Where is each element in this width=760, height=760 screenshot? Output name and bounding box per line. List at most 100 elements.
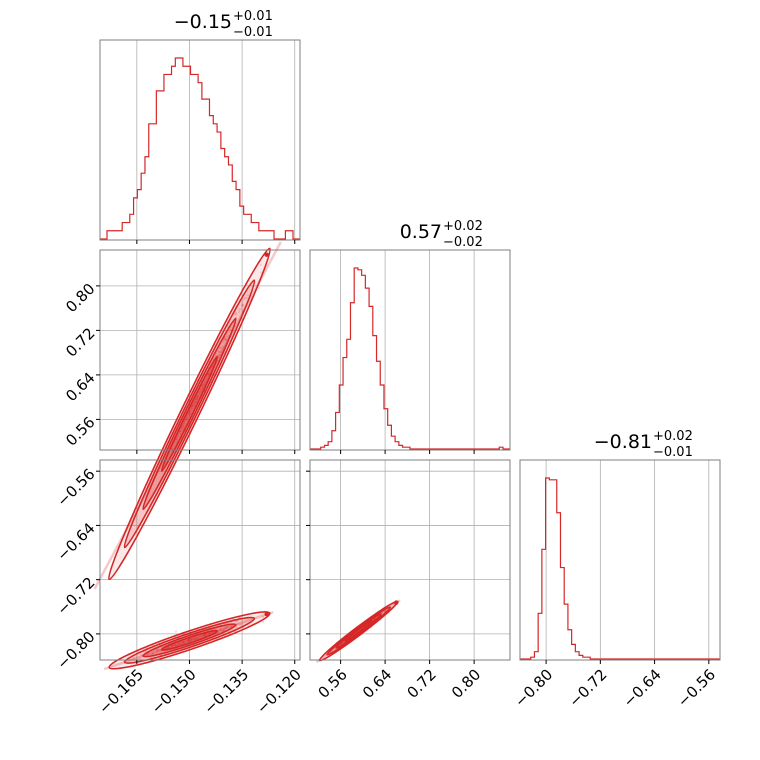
scatter-point-02 xyxy=(224,626,227,629)
scatter-point-01 xyxy=(219,347,222,350)
scatter-point-01 xyxy=(202,384,205,387)
scatter-point-02 xyxy=(177,641,180,645)
panel-title-1: 0.57 xyxy=(400,221,442,243)
y-tick-label-1-3: 0.80 xyxy=(62,280,98,316)
scatter-point-01 xyxy=(196,397,199,401)
scatter-point-01 xyxy=(217,356,220,359)
scatter-point-02 xyxy=(219,626,222,630)
scatter-point-02 xyxy=(174,630,178,633)
scatter-point-02 xyxy=(183,641,186,644)
scatter-point-01 xyxy=(197,390,201,394)
scatter-point-02 xyxy=(262,615,265,618)
scatter-point-01 xyxy=(196,395,200,398)
peak-point-01 xyxy=(264,252,269,257)
scatter-point-01 xyxy=(179,430,182,433)
frame-layer xyxy=(99,39,721,661)
x-tick-label-0-2: −0.135 xyxy=(200,666,252,718)
density-contour-01-0 xyxy=(107,247,271,581)
scatter-point-01 xyxy=(207,373,210,376)
scatter-point-01 xyxy=(196,394,199,397)
density-contour-12-3 xyxy=(344,619,374,643)
scatter-point-01 xyxy=(243,296,247,299)
scatter-point-01 xyxy=(201,384,204,387)
scatter-point-02 xyxy=(191,638,194,641)
y-tick-label-1-1: 0.64 xyxy=(62,369,98,405)
scatter-point-01 xyxy=(202,383,205,386)
panel-frame-00 xyxy=(99,39,301,241)
x-tick-label-2-3: −0.56 xyxy=(674,666,719,711)
scatter-point-02 xyxy=(227,622,230,625)
y-tick-label-2-2: −0.64 xyxy=(53,519,98,564)
scatter-point-01 xyxy=(221,345,225,349)
density-contour-01-1 xyxy=(123,279,256,549)
x-tick-label-0-3: −0.120 xyxy=(253,666,305,718)
scatter-point-01 xyxy=(242,298,246,301)
scatter-point-02 xyxy=(196,636,199,639)
scatter-point-12 xyxy=(332,648,335,651)
histogram-param-1 xyxy=(310,267,510,450)
scatter-point-01 xyxy=(225,338,228,342)
scatter-point-02 xyxy=(192,637,195,640)
scatter-point-01 xyxy=(195,394,199,397)
scatter-point-02 xyxy=(187,639,190,642)
trail-01 xyxy=(93,241,282,590)
scatter-point-01 xyxy=(191,407,194,410)
density-contour-02-2 xyxy=(142,623,237,658)
scatter-point-02 xyxy=(183,640,187,643)
scatter-point-02 xyxy=(193,638,196,641)
scatter-point-01 xyxy=(195,396,198,400)
scatter-point-02 xyxy=(191,638,194,641)
data-layer xyxy=(93,57,720,671)
scatter-point-01 xyxy=(259,263,262,266)
scatter-point-01 xyxy=(179,430,183,433)
scatter-point-01 xyxy=(207,373,210,376)
peak-point-02 xyxy=(264,612,269,617)
x-tick-label-2-2: −0.64 xyxy=(620,666,665,711)
scatter-point-01 xyxy=(221,348,224,351)
scatter-point-01 xyxy=(245,297,248,300)
scatter-point-01 xyxy=(181,426,184,429)
x-tick-label-0-0: −0.165 xyxy=(95,666,147,718)
scatter-point-01 xyxy=(185,417,188,421)
scatter-point-02 xyxy=(194,638,198,641)
scatter-point-02 xyxy=(219,628,222,632)
scatter-point-02 xyxy=(189,638,192,641)
scatter-point-01 xyxy=(194,398,197,401)
scatter-point-01 xyxy=(187,413,190,416)
panel-frame-22 xyxy=(519,459,721,661)
scatter-point-01 xyxy=(192,400,196,404)
scatter-point-02 xyxy=(157,650,160,653)
scatter-point-02 xyxy=(261,621,265,624)
scatter-point-01 xyxy=(229,328,233,332)
histogram-param-2 xyxy=(520,477,720,660)
scatter-point-02 xyxy=(188,638,191,641)
scatter-point-02 xyxy=(182,641,185,644)
scatter-point-01 xyxy=(186,417,189,420)
y-tick-label-1-2: 0.72 xyxy=(62,324,98,360)
scatter-point-01 xyxy=(201,387,204,390)
scatter-point-02 xyxy=(221,629,224,632)
trail-12 xyxy=(315,599,401,664)
x-tick-label-1-1: 0.64 xyxy=(359,666,395,702)
scatter-point-02 xyxy=(187,639,190,642)
scatter-point-02 xyxy=(181,640,184,643)
scatter-point-02 xyxy=(186,640,189,643)
scatter-point-01 xyxy=(217,354,220,357)
scatter-point-01 xyxy=(235,313,238,316)
scatter-point-02 xyxy=(217,630,220,633)
density-contour-02-1 xyxy=(123,616,256,664)
density-contour-12-1 xyxy=(326,606,392,656)
scatter-point-01 xyxy=(222,340,225,343)
y-tick-label-2-3: −0.56 xyxy=(53,465,98,510)
scatter-point-02 xyxy=(147,652,150,655)
scatter-point-02 xyxy=(156,649,159,652)
density-contour-01-2 xyxy=(142,317,237,511)
scatter-point-01 xyxy=(257,286,260,289)
y-tick-label-2-1: −0.72 xyxy=(53,573,98,618)
scatter-point-02 xyxy=(202,634,205,638)
density-contour-02-3 xyxy=(160,629,219,651)
panel-title-2: −0.81 xyxy=(594,431,652,453)
scatter-point-02 xyxy=(239,623,242,626)
scatter-point-02 xyxy=(189,639,192,642)
